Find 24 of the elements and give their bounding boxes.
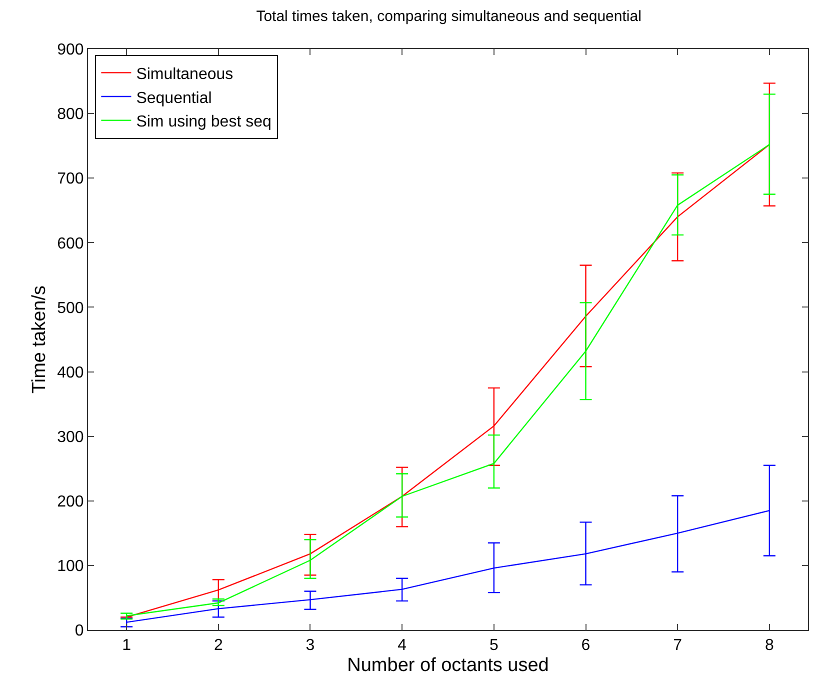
legend-label: Sim using best seq [136,114,272,131]
y-tick-label: 100 [57,558,84,576]
x-tick-label: 8 [764,637,774,654]
y-tick-label: 700 [57,170,84,188]
x-tick-label: 2 [214,637,223,654]
y-tick-label: 600 [57,235,84,252]
x-tick-label: 6 [581,637,590,654]
x-axis-title: Number of octants used [347,655,549,676]
y-tick-label: 500 [57,300,84,317]
y-axis-title: Time taken/s [28,285,50,394]
chart-title: Total times taken, comparing simultaneous and sequential [256,8,642,25]
y-tick-label: 300 [57,428,84,446]
x-tick-label: 5 [489,637,498,654]
y-tick-label: 900 [57,42,84,59]
x-tick-label: 7 [673,637,682,654]
x-tick-label: 3 [306,637,315,654]
y-tick-label: 800 [57,106,84,124]
x-tick-label: 1 [122,637,132,654]
x-tick-label: 4 [398,637,407,654]
y-tick-label: 200 [57,493,84,510]
legend-label: Sequential [136,90,212,107]
y-tick-label: 0 [74,622,84,640]
y-tick-label: 400 [57,364,84,382]
legend-label: Simultaneous [136,66,234,83]
